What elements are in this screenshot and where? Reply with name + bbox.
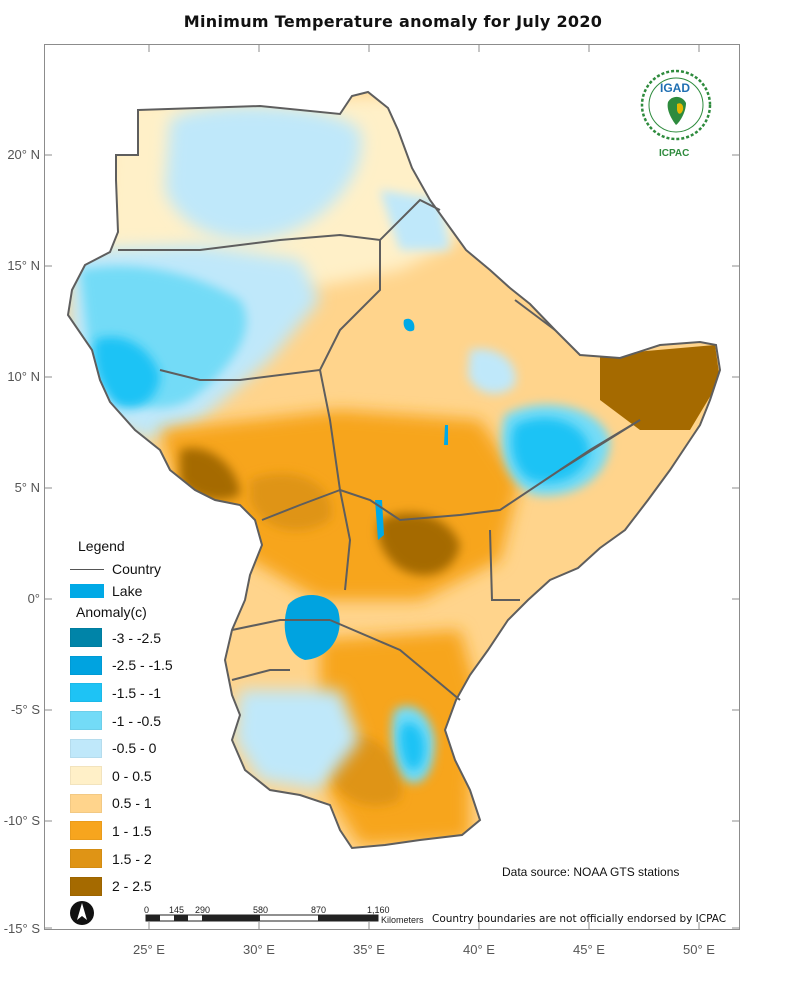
icpac-logo [640,69,712,141]
lon-label-30e: 30° E [243,942,275,957]
lake-victoria [284,594,340,660]
lat-label-10s: -10° S [3,813,40,828]
legend-class-row: -2.5 - -1.5 [70,652,230,680]
legend-class-row: -1.5 - -1 [70,679,230,707]
legend-class-label: 1 - 1.5 [112,822,152,839]
lon-label-45e: 45° E [573,942,605,957]
legend-class-row: -1 - -0.5 [70,707,230,735]
lat-label-20n: 20° N [7,147,40,162]
lon-label-35e: 35° E [353,942,385,957]
lat-label-15s: -15° S [3,921,40,936]
legend-class-label: -1 - -0.5 [112,712,162,729]
legend-class-swatch [70,849,102,869]
lat-label-5s: -5° S [10,702,40,717]
legend-class-swatch [70,793,102,813]
legend-class-label: 0.5 - 1 [112,795,152,812]
legend-lake: Lake [70,580,230,602]
legend: Legend Country Lake Anomaly(c) -3 - -2.5… [70,538,230,900]
legend-lake-label: Lake [112,583,143,599]
legend-class-swatch [70,655,102,675]
legend-class-swatch [70,683,102,703]
north-arrow-icon [70,901,94,925]
legend-class-row: 1.5 - 2 [70,845,230,873]
legend-class-label: -2.5 - -1.5 [112,657,173,674]
legend-class-swatch [70,766,102,786]
legend-class-swatch [70,821,102,841]
country-line-icon [70,568,104,570]
lon-label-50e: 50° E [683,942,715,957]
legend-class-label: 2 - 2.5 [112,878,152,895]
legend-class-row: 0 - 0.5 [70,762,230,790]
lat-label-0: 0° [27,591,40,606]
graticule-ticks [44,44,740,930]
legend-class-label: -1.5 - -1 [112,684,162,701]
legend-country: Country [70,558,230,580]
legend-class-swatch [70,628,102,648]
legend-class-swatch [70,711,102,731]
legend-classes: -3 - -2.5 -2.5 - -1.5 -1.5 - -1 -1 - -0.5 -0… [70,624,230,900]
disclaimer: Country boundaries are not officially en… [432,913,727,925]
legend-class-swatch [70,876,102,896]
country-boundaries [66,90,722,850]
scale-tick-580: 580 [253,905,269,915]
lat-label-15n: 15° N [7,258,40,273]
lon-label-25e: 25° E [133,942,165,957]
legend-class-label: 1.5 - 2 [112,850,152,867]
legend-class-row: 2 - 2.5 [70,872,230,900]
scale-tick-1160: 1,160 [367,905,390,915]
lat-label-5n: 5° N [14,480,40,495]
legend-class-row: -0.5 - 0 [70,734,230,762]
map-title: Minimum Temperature anomaly for July 202… [183,12,603,31]
legend-class-label: -3 - -2.5 [112,629,162,646]
scale-bar [145,914,379,922]
lat-label-10n: 10° N [7,369,40,384]
scale-tick-870: 870 [311,905,327,915]
legend-anomaly-title: Anomaly(c) [76,604,147,620]
legend-class-row: -3 - -2.5 [70,624,230,652]
logo-bottom-text: ICPAC [659,148,690,159]
scale-tick-0: 0 [144,905,150,915]
legend-country-label: Country [112,561,162,577]
legend-class-row: 1 - 1.5 [70,817,230,845]
internal-boundaries [118,198,641,701]
scale-tick-290: 290 [195,905,211,915]
lon-label-40e: 40° E [463,942,495,957]
lake-swatch-icon [70,584,104,598]
legend-class-label: 0 - 0.5 [112,767,152,784]
data-source: Data source: NOAA GTS stations [502,865,680,879]
legend-class-swatch [70,738,102,758]
logo-top-text: IGAD [660,81,690,95]
scale-unit: Kilometers [381,915,424,925]
legend-class-row: 0.5 - 1 [70,790,230,818]
scale-tick-145: 145 [169,905,185,915]
legend-class-label: -0.5 - 0 [112,740,157,757]
legend-title: Legend [78,538,125,554]
